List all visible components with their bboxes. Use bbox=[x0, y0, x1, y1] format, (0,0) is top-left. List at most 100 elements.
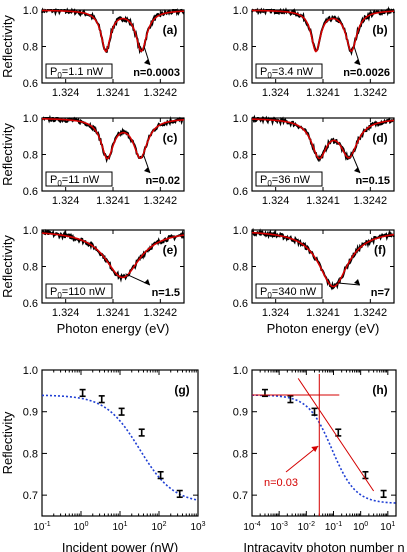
tick-base: 10 bbox=[270, 522, 282, 533]
x-tick-label: 1.3242 bbox=[354, 87, 388, 99]
y-tick-label: 0.6 bbox=[233, 78, 248, 90]
y-tick-label: 1.0 bbox=[23, 365, 38, 377]
y-tick-label: 0.6 bbox=[23, 298, 38, 310]
panel-label: (h) bbox=[372, 383, 387, 397]
panel-e: P0=110 nW bbox=[41, 228, 185, 304]
power-symbol: P bbox=[260, 174, 267, 186]
y-axis-label: Reflectivity bbox=[0, 235, 15, 298]
power-value: =340 nW bbox=[272, 286, 317, 298]
tick-base: 10 bbox=[298, 522, 310, 533]
tick-base: 10 bbox=[353, 522, 365, 533]
x-tick-label: 100 bbox=[73, 521, 88, 533]
y-tick-label: 0.8 bbox=[233, 262, 248, 274]
panel-c: P0=11 nW bbox=[41, 114, 185, 192]
tick-base: 10 bbox=[380, 522, 392, 533]
data-point bbox=[157, 470, 164, 480]
arrow-head bbox=[354, 167, 360, 173]
y-tick-label: 0.8 bbox=[23, 262, 38, 274]
x-tick-label: 1.3242 bbox=[354, 307, 388, 319]
power-label: P0=110 nW bbox=[50, 286, 106, 300]
photon-number-label: n=0.02 bbox=[145, 175, 180, 187]
y-tick-label: 0.6 bbox=[23, 186, 38, 198]
y-axis-label: Reflectivity bbox=[0, 411, 15, 474]
y-tick-label: 0.9 bbox=[233, 407, 248, 419]
y-tick-label: 0.6 bbox=[233, 298, 248, 310]
x-tick-label: 1.324 bbox=[52, 195, 80, 207]
panel-h bbox=[251, 369, 397, 517]
x-tick-label: 1.324 bbox=[262, 307, 290, 319]
annotation-arrowhead bbox=[311, 446, 319, 452]
power-symbol: P bbox=[260, 286, 267, 298]
x-tick-label: 101 bbox=[380, 521, 395, 533]
arrow-head bbox=[144, 167, 150, 173]
tick-exponent: 2 bbox=[163, 521, 167, 528]
fit-series bbox=[41, 9, 185, 53]
power-symbol: P bbox=[260, 66, 267, 78]
power-value: =3.4 nW bbox=[272, 66, 314, 78]
y-tick-label: 0.8 bbox=[233, 448, 248, 460]
power-value: =110 nW bbox=[62, 286, 106, 298]
power-symbol: P bbox=[50, 174, 57, 186]
fit-series bbox=[41, 232, 185, 279]
x-axis-label: Photon energy (eV) bbox=[267, 321, 380, 336]
power-label: P0=1.1 nW bbox=[50, 66, 104, 80]
tick-base: 10 bbox=[112, 522, 124, 533]
power-box bbox=[255, 63, 323, 79]
photon-number-label: n=0.0003 bbox=[133, 67, 180, 79]
power-subscript: 0 bbox=[57, 71, 62, 80]
fit-curve bbox=[41, 394, 199, 501]
power-value: =1.1 nW bbox=[62, 66, 104, 78]
tick-exponent: -2 bbox=[309, 521, 315, 528]
panel-label: (f) bbox=[374, 243, 386, 257]
power-label: P0=11 nW bbox=[50, 174, 100, 188]
power-box bbox=[45, 171, 113, 187]
panel-label: (g) bbox=[174, 383, 189, 397]
x-tick-label: 1.3242 bbox=[354, 195, 388, 207]
photon-number-label: n=7 bbox=[371, 287, 390, 299]
x-tick-label: 102 bbox=[151, 521, 166, 533]
tick-base: 10 bbox=[190, 522, 202, 533]
power-symbol: P bbox=[50, 66, 57, 78]
x-axis-label: Intracavity photon number n bbox=[243, 540, 404, 552]
tangent-line bbox=[297, 378, 375, 492]
panel-f: P0=340 nW bbox=[251, 227, 395, 304]
y-tick-label: 0.8 bbox=[23, 150, 38, 162]
power-label: P0=340 nW bbox=[260, 286, 317, 300]
y-tick-label: 0.9 bbox=[23, 407, 38, 419]
data-point bbox=[311, 407, 318, 416]
data-point bbox=[79, 388, 86, 398]
y-tick-label: 1.0 bbox=[233, 225, 248, 237]
x-tick-label: 10-3 bbox=[270, 521, 287, 533]
fit-curve bbox=[251, 394, 397, 504]
photon-number-label: n=1.5 bbox=[152, 287, 180, 299]
y-tick-label: 0.8 bbox=[23, 42, 38, 54]
y-axis-label: Reflectivity bbox=[0, 15, 15, 78]
x-axis-label: Photon energy (eV) bbox=[57, 321, 170, 336]
tick-exponent: -4 bbox=[254, 521, 260, 528]
y-tick-label: 0.8 bbox=[23, 448, 38, 460]
data-point bbox=[287, 395, 294, 404]
fit-series bbox=[251, 118, 395, 160]
fit-series bbox=[251, 231, 395, 288]
panel-label: (d) bbox=[372, 131, 387, 145]
x-tick-label: 1.324 bbox=[262, 87, 290, 99]
x-tick-label: 10-4 bbox=[243, 521, 260, 533]
y-tick-label: 1.0 bbox=[233, 5, 248, 17]
power-box bbox=[45, 283, 113, 299]
power-value: =11 nW bbox=[62, 174, 100, 186]
power-value: =36 nW bbox=[272, 174, 311, 186]
x-tick-label: 1.3242 bbox=[144, 195, 178, 207]
data-point bbox=[118, 407, 125, 416]
power-subscript: 0 bbox=[267, 71, 272, 80]
panel-d: P0=36 nW bbox=[251, 114, 395, 192]
y-tick-label: 1.0 bbox=[233, 365, 248, 377]
power-box bbox=[255, 171, 323, 187]
arrow-head bbox=[354, 279, 360, 285]
tick-exponent: 3 bbox=[202, 521, 206, 528]
power-subscript: 0 bbox=[267, 291, 272, 300]
x-tick-label: 1.324 bbox=[52, 87, 80, 99]
arrow-head bbox=[354, 59, 360, 65]
arrow-line bbox=[353, 47, 361, 66]
tick-exponent: 1 bbox=[124, 521, 128, 528]
power-label: P0=3.4 nW bbox=[260, 66, 314, 80]
